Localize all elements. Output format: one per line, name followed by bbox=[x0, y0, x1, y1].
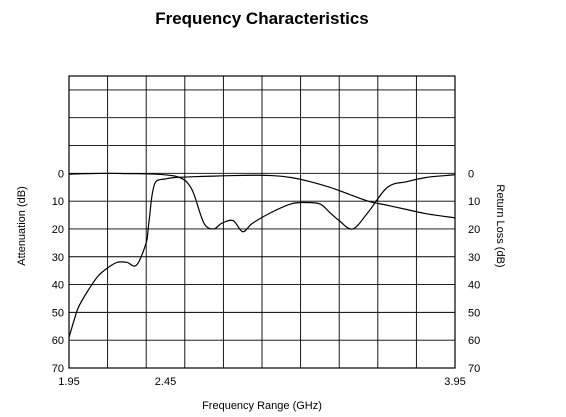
y-axis-label-right: Return Loss (dB) bbox=[494, 184, 506, 267]
y-axis-label-left: Attenuation (dB) bbox=[16, 186, 28, 266]
return-loss-curve bbox=[68, 172, 456, 233]
y-tick-label-left: 20 bbox=[52, 224, 64, 236]
y-tick-label-right: 40 bbox=[468, 280, 480, 292]
x-tick-label: 2.45 bbox=[155, 376, 176, 388]
y-tick-label-right: 50 bbox=[468, 307, 480, 319]
x-tick-label: 3.95 bbox=[444, 376, 465, 388]
y-tick-label-left: 30 bbox=[52, 252, 64, 264]
plot-frame bbox=[68, 75, 456, 369]
grid bbox=[69, 76, 455, 368]
x-axis-label: Frequency Range (GHz) bbox=[202, 400, 322, 412]
y-tick-label-left: 70 bbox=[52, 363, 64, 375]
y-tick-label-right: 70 bbox=[468, 363, 480, 375]
y-tick-label-right: 30 bbox=[468, 252, 480, 264]
y-tick-label-left: 10 bbox=[52, 196, 64, 208]
chart-title: Frequency Characteristics bbox=[155, 9, 369, 28]
y-tick-label-left: 60 bbox=[52, 335, 64, 347]
y-tick-label-right: 10 bbox=[468, 196, 480, 208]
y-tick-label-right: 60 bbox=[468, 335, 480, 347]
y-tick-label-left: 50 bbox=[52, 307, 64, 319]
attenuation-curve bbox=[68, 174, 456, 338]
y-tick-label-right: 20 bbox=[468, 224, 480, 236]
x-tick-label: 1.95 bbox=[58, 376, 79, 388]
y-tick-label-left: 40 bbox=[52, 280, 64, 292]
y-tick-label-left: 0 bbox=[58, 168, 64, 180]
series-group bbox=[68, 172, 456, 338]
y-tick-label-right: 0 bbox=[468, 168, 474, 180]
